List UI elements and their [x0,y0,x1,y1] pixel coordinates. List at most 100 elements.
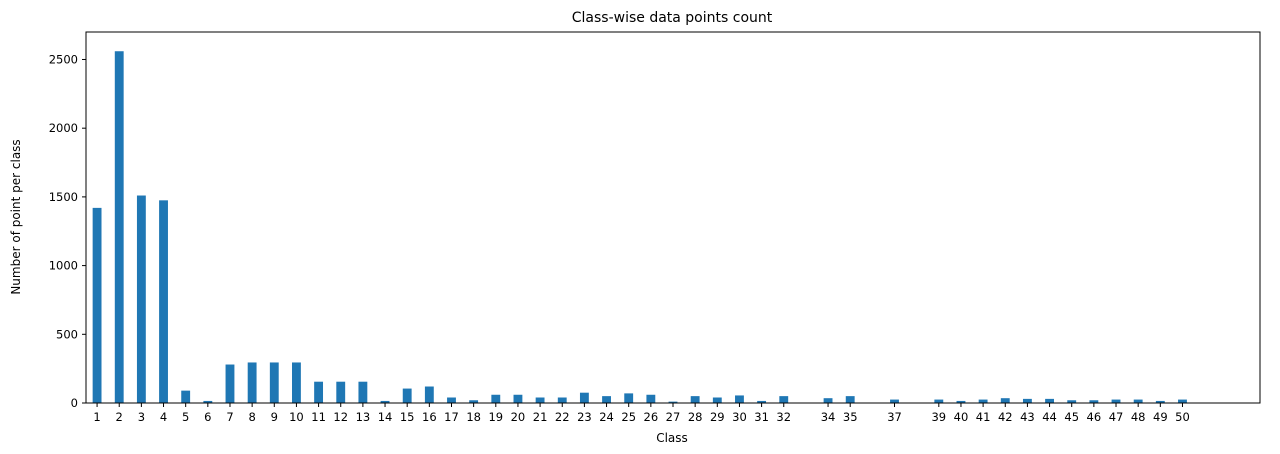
x-tick-label: 13 [356,410,371,424]
y-tick-label: 0 [71,396,78,410]
x-tick-label: 18 [466,410,481,424]
x-tick-label: 43 [1020,410,1035,424]
bar-class-40 [956,400,966,403]
bar-class-29 [712,397,722,403]
y-tick-label: 1000 [49,259,78,273]
bar-class-16 [424,386,434,403]
x-tick-label: 40 [954,410,969,424]
x-tick-label: 39 [931,410,946,424]
x-tick-label: 34 [821,410,836,424]
bar-class-6 [203,400,213,403]
bar-class-19 [491,394,501,403]
bar-class-31 [757,400,767,403]
bar-class-24 [602,396,611,403]
bar-class-50 [1178,399,1187,403]
x-tick-label: 37 [887,410,902,424]
bar-class-42 [1000,398,1010,403]
y-tick-label: 2000 [49,121,78,135]
bar-class-10 [292,362,301,403]
x-tick-label: 31 [754,410,769,424]
x-tick-label: 22 [555,410,570,424]
x-tick-label: 23 [577,410,592,424]
x-tick-label: 49 [1153,410,1168,424]
x-tick-label: 44 [1042,410,1057,424]
bar-class-5 [181,390,191,403]
bar-class-27 [668,401,678,403]
chart-title: Class-wise data points count [572,10,773,26]
x-tick-label: 41 [976,410,991,424]
bar-class-18 [469,400,479,403]
bar-class-37 [890,399,899,403]
x-tick-label: 12 [333,410,348,424]
bar-class-15 [402,388,412,403]
bar-class-41 [978,399,988,403]
x-tick-label: 27 [666,410,681,424]
x-tick-label: 50 [1175,410,1190,424]
x-tick-label: 42 [998,410,1013,424]
bar-class-45 [1067,400,1077,403]
x-tick-label: 46 [1087,410,1102,424]
bar-class-49 [1155,400,1165,403]
plot-frame [85,31,1261,404]
bar-class-44 [1045,398,1054,403]
bar-class-7 [225,364,235,403]
bar-class-30 [735,395,744,403]
x-tick-label: 9 [271,410,278,424]
y-tick-label: 1500 [49,190,78,204]
bar-class-4 [159,200,168,403]
x-tick-label: 4 [160,410,167,424]
bar-class-43 [1022,398,1032,403]
x-tick-label: 35 [843,410,858,424]
bar-class-39 [934,399,944,403]
x-tick-label: 2 [116,410,123,424]
x-tick-label: 10 [289,410,304,424]
bar-class-35 [845,396,855,403]
bar-class-20 [513,394,523,403]
x-tick-label: 3 [138,410,145,424]
y-axis-ticks: 0 500 1000 1500 2000 2500 [49,52,86,410]
y-axis-label: Number of point per class [9,139,23,294]
bar-class-25 [624,393,634,403]
x-tick-label: 5 [182,410,189,424]
bar-class-17 [447,397,456,403]
x-tick-label: 11 [311,410,326,424]
bar-class-23 [579,392,589,403]
x-tick-label: 32 [776,410,791,424]
x-tick-label: 19 [488,410,503,424]
x-tick-label: 48 [1131,410,1146,424]
y-tick-label: 500 [56,327,78,341]
x-tick-label: 17 [444,410,459,424]
bar-class-11 [314,381,324,403]
x-tick-label: 30 [732,410,747,424]
bar-class-32 [779,396,789,403]
x-tick-label: 45 [1064,410,1079,424]
bar-class-28 [690,396,700,403]
x-tick-label: 25 [621,410,636,424]
bar-class-26 [646,394,656,403]
y-tick-label: 2500 [49,52,78,66]
bar-class-8 [247,362,257,403]
x-tick-label: 47 [1109,410,1124,424]
bar-class-9 [269,362,279,403]
bar-class-46 [1089,400,1099,403]
x-tick-label: 21 [533,410,548,424]
bars-group [92,51,1187,404]
bar-class-34 [823,398,833,403]
x-axis-label: Class [656,431,688,445]
x-axis-ticks: 1 2 3 4 5 6 7 8 9 10 11 12 13 14 15 16 17 18 19 20 21 22 23 24 2… [93,403,1190,424]
bar-class-48 [1133,399,1143,403]
bar-class-2 [114,51,124,404]
bar-class-21 [535,397,545,403]
x-tick-label: 15 [400,410,415,424]
x-tick-label: 20 [511,410,526,424]
x-tick-label: 6 [204,410,211,424]
x-tick-label: 24 [599,410,614,424]
bar-class-22 [557,397,567,403]
bar-class-12 [336,381,346,403]
x-tick-label: 29 [710,410,725,424]
x-tick-label: 8 [248,410,255,424]
x-tick-label: 28 [688,410,703,424]
bar-class-3 [136,195,146,403]
bar-class-13 [358,381,368,403]
